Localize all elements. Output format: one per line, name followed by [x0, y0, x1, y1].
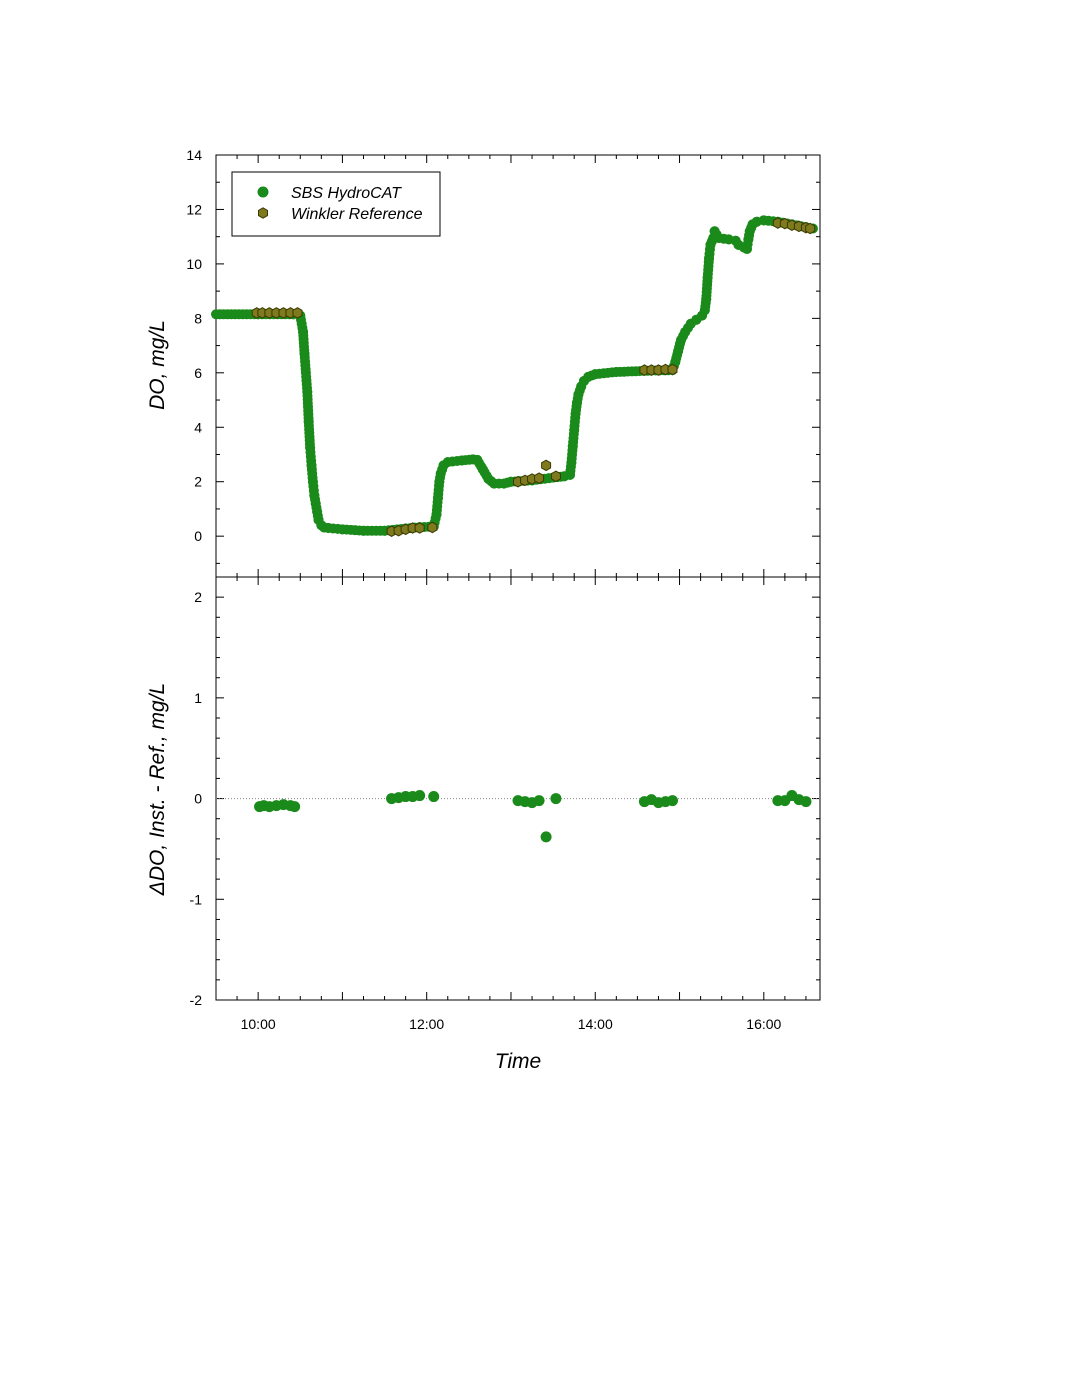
legend-box: [231, 171, 441, 237]
delta-do-point: [667, 795, 679, 807]
delta-do-point: [428, 791, 440, 803]
y-tick-label: 4: [194, 419, 202, 435]
winkler-reference-point: [550, 470, 561, 483]
winkler-reference-point: [427, 521, 438, 534]
top-y-axis-title: DO, mg/L: [146, 320, 169, 410]
legend-marker-reference: [258, 207, 268, 219]
winkler-reference-point: [541, 459, 552, 472]
winkler-reference-point: [534, 472, 545, 484]
y-tick-label: -2: [190, 992, 203, 1008]
winkler-reference-point: [292, 307, 303, 319]
delta-do-point: [540, 831, 552, 843]
plot-frame: [215, 576, 821, 1001]
winkler-reference-point: [667, 363, 678, 376]
y-tick-label: 10: [186, 256, 202, 272]
x-tick-label: 14:00: [578, 1016, 613, 1032]
x-tick-label: 10:00: [241, 1016, 276, 1032]
bottom-panel: -2 -1 0 1 2 10:00 12:00 14:00 16:00: [190, 576, 821, 1032]
y-tick-label: 2: [194, 589, 202, 605]
legend-label-instrument: SBS HydroCAT: [291, 185, 402, 202]
x-axis-title: Time: [495, 1050, 541, 1073]
y-tick-label: 12: [186, 201, 202, 217]
y-tick-label: -1: [190, 891, 203, 907]
delta-do-point: [289, 801, 301, 813]
y-tick-label: 2: [194, 474, 202, 490]
bottom-y-axis-title: ΔDO, Inst. - Ref., mg/L: [146, 683, 169, 896]
y-tick-label: 8: [194, 310, 202, 326]
delta-do-point: [533, 795, 545, 807]
top-panel: 0 2 4 6 8 10 12 14: [186, 147, 821, 578]
winkler-reference-point: [805, 222, 816, 235]
y-tick-label: 0: [194, 791, 202, 807]
x-tick-label: 16:00: [746, 1016, 781, 1032]
delta-do-point: [800, 796, 812, 808]
legend-marker-instrument: [257, 186, 269, 198]
delta-do-point: [550, 793, 562, 805]
y-tick-label: 14: [186, 147, 202, 163]
y-tick-label: 0: [194, 528, 202, 544]
delta-do-point: [414, 790, 426, 802]
winkler-reference-point: [414, 522, 425, 534]
legend-label-reference: Winkler Reference: [291, 206, 423, 223]
y-tick-label: 6: [194, 365, 202, 381]
legend: SBS HydroCAT Winkler Reference: [231, 171, 441, 237]
y-tick-label: 1: [194, 690, 202, 706]
x-tick-label: 12:00: [409, 1016, 444, 1032]
